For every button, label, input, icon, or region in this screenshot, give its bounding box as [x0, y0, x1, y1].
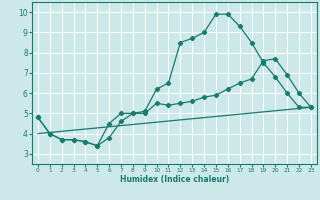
- X-axis label: Humidex (Indice chaleur): Humidex (Indice chaleur): [120, 175, 229, 184]
